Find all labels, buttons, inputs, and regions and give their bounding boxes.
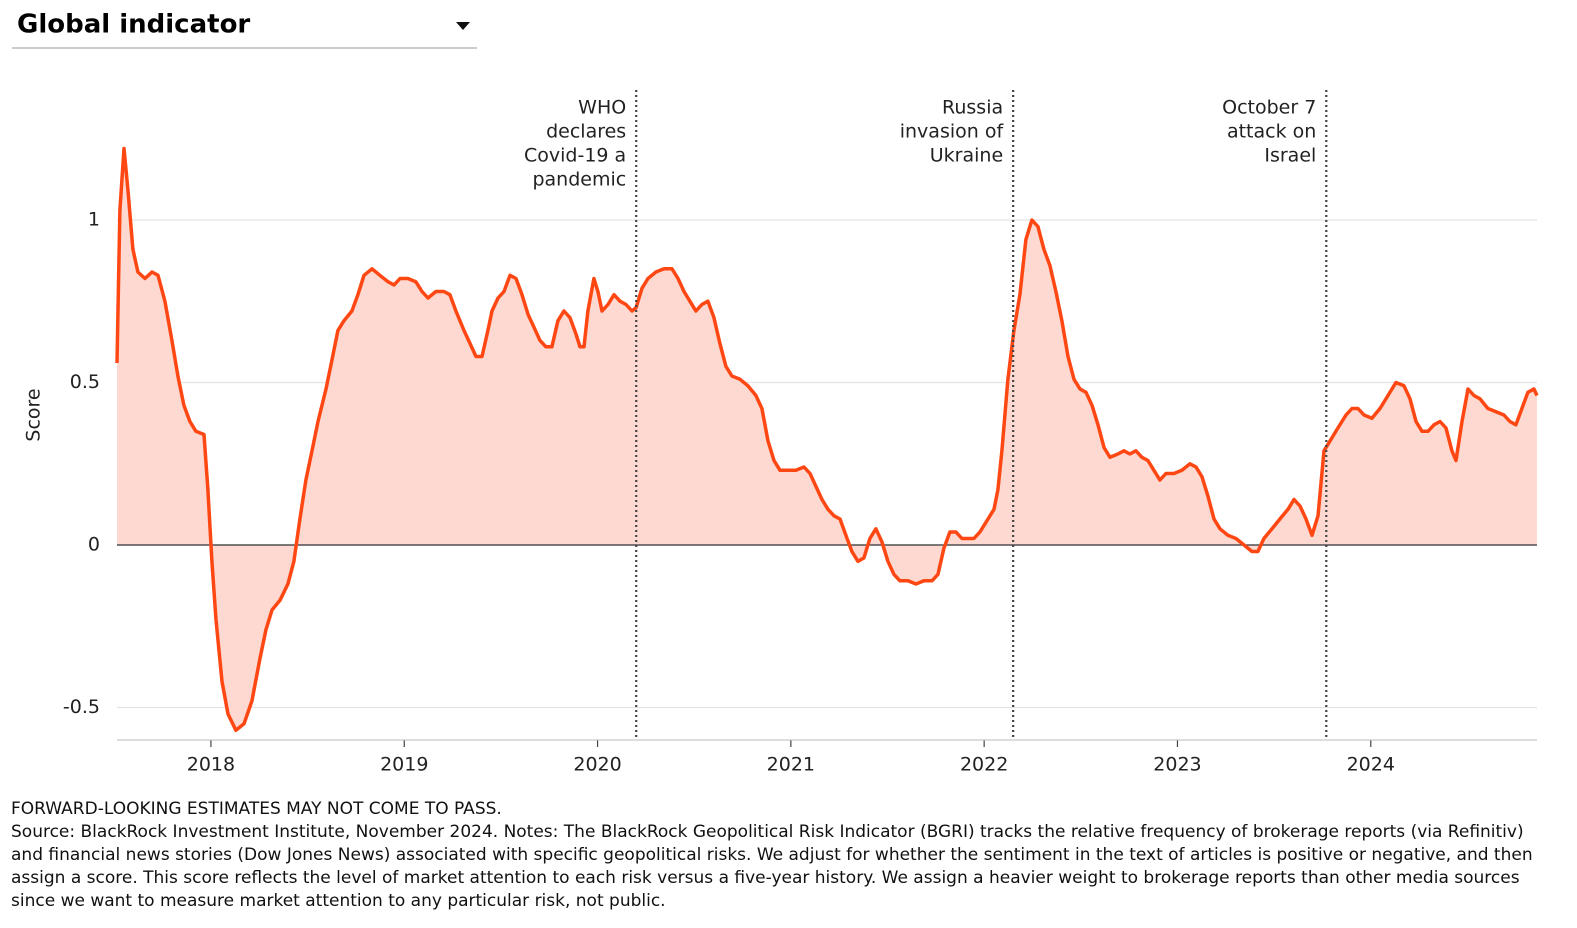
event-label: Russia: [942, 97, 1003, 119]
y-tick-label: 1: [88, 209, 100, 231]
x-tick-label: 2018: [187, 754, 235, 776]
event-label: Ukraine: [930, 145, 1003, 167]
line: [115, 146, 1539, 733]
event-label: Israel: [1264, 145, 1316, 167]
area: [117, 148, 1537, 731]
event-label: WHO: [578, 97, 626, 119]
event-label: pandemic: [532, 169, 626, 191]
y-axis-label: Score: [23, 388, 45, 441]
event-label: declares: [546, 121, 626, 143]
marks: [115, 146, 1539, 733]
x-tick-label: 2020: [573, 754, 621, 776]
x-tick-label: 2024: [1347, 754, 1395, 776]
footer: FORWARD-LOOKING ESTIMATES MAY NOT COME T…: [11, 798, 1551, 913]
event-label: attack on: [1227, 121, 1316, 143]
source-note: Source: BlackRock Investment Institute, …: [11, 822, 1533, 911]
event-label: invasion of: [900, 121, 1005, 143]
y-tick-label: 0.5: [70, 371, 100, 393]
x-tick-label: 2022: [960, 754, 1008, 776]
x-tick-label: 2023: [1153, 754, 1201, 776]
disclaimer: FORWARD-LOOKING ESTIMATES MAY NOT COME T…: [11, 799, 502, 819]
x-tick-label: 2021: [767, 754, 815, 776]
y-tick-label: -0.5: [63, 696, 100, 718]
event-label: Covid-19 a: [524, 145, 626, 167]
y-tick-label: 0: [88, 534, 100, 556]
event-label: October 7: [1222, 97, 1316, 119]
chart: Global indicator Score -0.5 0 0.5 1 2018 2019…: [12, 10, 1539, 776]
chart-title: Global indicator: [17, 10, 250, 40]
dropdown-caret[interactable]: [456, 22, 470, 30]
indicator-dropdown[interactable]: Global indicator: [12, 10, 477, 49]
x-tick-label: 2019: [380, 754, 428, 776]
